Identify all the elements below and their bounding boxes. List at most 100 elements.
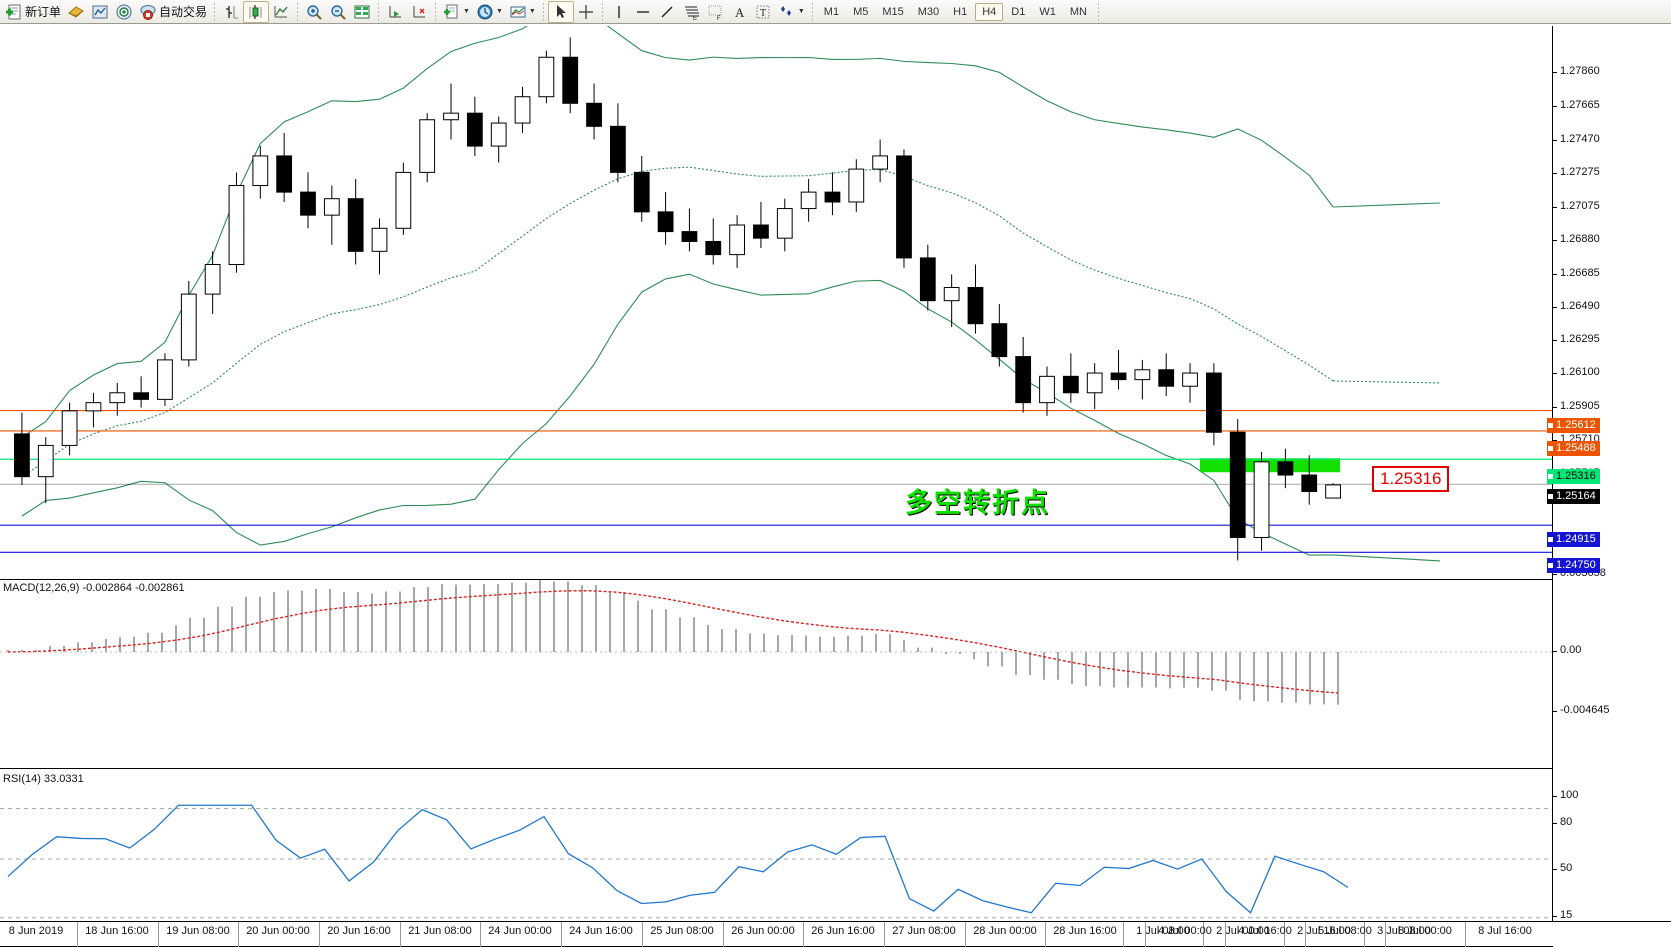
- text-button[interactable]: A: [727, 1, 751, 23]
- price-chart-svg: [0, 26, 1552, 562]
- tile-windows-button[interactable]: [350, 1, 374, 23]
- time-separator: [1145, 922, 1146, 947]
- new-order-button[interactable]: 新订单: [2, 1, 64, 23]
- chevron-down-icon[interactable]: ▼: [495, 8, 503, 15]
- timeframe-m30[interactable]: M30: [917, 5, 940, 18]
- timeframe-m5[interactable]: M5: [853, 5, 869, 18]
- chevron-down-icon[interactable]: ▼: [528, 8, 536, 15]
- equidistant-channel-button[interactable]: F: [703, 1, 727, 23]
- toolbar-separator: [378, 2, 380, 21]
- timeframe-w1[interactable]: W1: [1039, 5, 1056, 18]
- svg-text:F: F: [717, 16, 721, 21]
- template-icon: [443, 3, 461, 21]
- price-level-label-support-2[interactable]: 1.24750: [1547, 558, 1600, 573]
- time-separator: [319, 922, 320, 947]
- time-axis[interactable]: 8 Jun 2019 18 Jun 16:00 19 Jun 08:00 20 Jun…: [0, 921, 1671, 947]
- candlestick-chart-button[interactable]: [243, 0, 270, 23]
- time-separator: [884, 922, 885, 947]
- line-chart-icon: [272, 3, 290, 21]
- market-watch-button[interactable]: [88, 1, 112, 23]
- auto-scroll-button[interactable]: [407, 1, 431, 23]
- indicators-button[interactable]: ▼: [506, 1, 539, 23]
- rsi-pane[interactable]: RSI(14) 33.0331: [0, 771, 1552, 947]
- profile-button[interactable]: [64, 1, 88, 23]
- zoom-out-button[interactable]: [326, 1, 350, 23]
- svg-text:A: A: [735, 5, 745, 20]
- time-label: 8 Jul 16:00: [1478, 925, 1532, 937]
- hline-icon: [634, 3, 652, 21]
- scale-tick: 1.27860: [1553, 65, 1600, 77]
- zoom-out-icon: [329, 3, 347, 21]
- time-label: 19 Jun 08:00: [166, 925, 230, 937]
- price-level-label-resistance-2[interactable]: 1.25488: [1547, 441, 1600, 456]
- trendline-button[interactable]: [655, 1, 679, 23]
- scale-tick: 15: [1553, 909, 1572, 921]
- time-label: 24 Jun 16:00: [569, 925, 633, 937]
- auto-scroll-icon: [410, 3, 428, 21]
- navigator-button[interactable]: [112, 1, 136, 23]
- toolbar-separator: [601, 2, 603, 21]
- profile-icon: [67, 3, 85, 21]
- timeframe-d1[interactable]: D1: [1011, 5, 1026, 18]
- vertical-line-button[interactable]: [607, 1, 631, 23]
- price-level-label-last-price[interactable]: 1.25164: [1547, 489, 1600, 504]
- bar-chart-button[interactable]: [219, 1, 243, 23]
- price-pane[interactable]: 多空转折点 1.25316: [0, 26, 1552, 577]
- timeframe-mn[interactable]: MN: [1069, 5, 1087, 18]
- macd-pane[interactable]: MACD(12,26,9) -0.002864 -0.002861: [0, 579, 1552, 769]
- time-separator: [1465, 922, 1466, 947]
- time-label: 27 Jun 08:00: [892, 925, 956, 937]
- toolbar-separator: [811, 2, 813, 21]
- time-label: 24 Jun 00:00: [488, 925, 552, 937]
- trendline-icon: [658, 3, 676, 21]
- zoom-in-button[interactable]: [302, 1, 326, 23]
- scale-tick: 50: [1553, 862, 1572, 874]
- fibonacci-button[interactable]: E: [679, 1, 703, 23]
- time-label: 2 Jul 00:00: [1216, 925, 1270, 937]
- shapes-button[interactable]: ▼: [775, 1, 808, 23]
- tile-windows-icon: [353, 3, 371, 21]
- template-button[interactable]: ▼: [440, 1, 473, 23]
- scale-tick: 80: [1553, 816, 1572, 828]
- shapes-icon: [778, 3, 796, 21]
- cursor-button[interactable]: [547, 0, 574, 23]
- equidistant-channel-icon: F: [706, 3, 724, 21]
- price-scale[interactable]: 1.27860 1.27665 1.27470 1.27275 1.27075 1.268…: [1547, 26, 1671, 947]
- timeframe-h1[interactable]: H1: [953, 5, 968, 18]
- auto-trading-button[interactable]: 自动交易: [136, 1, 210, 23]
- time-separator: [1123, 922, 1124, 947]
- time-label: 5 Jul 08:00: [1318, 925, 1372, 937]
- price-level-label-support-1[interactable]: 1.24915: [1547, 532, 1600, 547]
- time-separator: [77, 922, 78, 947]
- price-level-label-pivot[interactable]: 1.25316: [1547, 469, 1600, 484]
- crosshair-button[interactable]: [574, 1, 598, 23]
- scale-tick: 1.26490: [1553, 300, 1600, 312]
- time-label: 28 Jun 16:00: [1053, 925, 1117, 937]
- time-separator: [1385, 922, 1386, 947]
- scale-tick: 1.27665: [1553, 99, 1600, 111]
- toolbar-separator: [297, 2, 299, 21]
- time-separator: [803, 922, 804, 947]
- time-label: 8 Jul 00:00: [1398, 925, 1452, 937]
- price-level-label-resistance-1[interactable]: 1.25612: [1547, 418, 1600, 433]
- timeframe-m15[interactable]: M15: [882, 5, 904, 18]
- chevron-down-icon[interactable]: ▼: [797, 8, 805, 15]
- scale-tick: 1.25905: [1553, 400, 1600, 412]
- chart-shift-button[interactable]: [383, 1, 407, 23]
- time-separator: [1364, 922, 1365, 947]
- timeframe-m1[interactable]: M1: [823, 5, 840, 18]
- time-label: 2 Jul 16:00: [1297, 925, 1351, 937]
- timeframe-group: M1 M5 M15 M30 H1 H4 D1 W1 MN: [817, 2, 1094, 21]
- toolbar-separator: [1097, 2, 1099, 21]
- line-chart-button[interactable]: [269, 1, 293, 23]
- chevron-down-icon[interactable]: ▼: [463, 8, 470, 15]
- toolbar-separator: [542, 2, 544, 21]
- period-button[interactable]: ▼: [473, 1, 506, 23]
- time-separator: [158, 922, 159, 947]
- scale-tick: 1.26295: [1553, 333, 1600, 345]
- chart-area[interactable]: GBPUSD-,H4 1.25080 1.25167 1.25080 1.251…: [0, 25, 1671, 947]
- chart-annotation-text: 多空转折点: [905, 488, 1050, 518]
- text-label-button[interactable]: T: [751, 1, 775, 23]
- horizontal-line-button[interactable]: [631, 1, 655, 23]
- timeframe-h4[interactable]: H4: [975, 2, 1004, 21]
